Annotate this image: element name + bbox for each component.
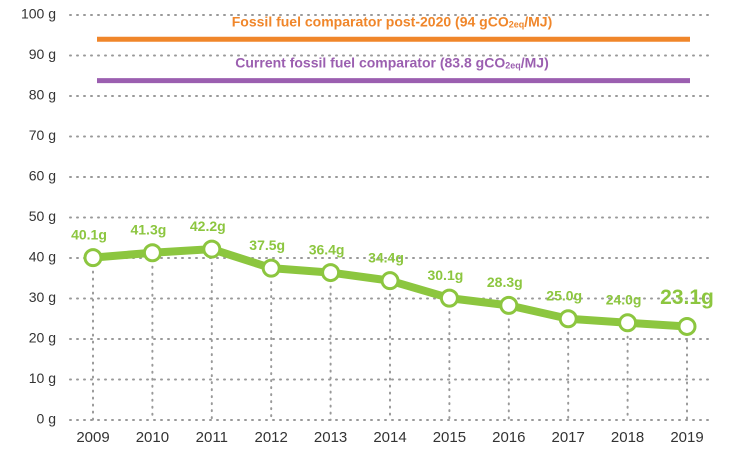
value-label: 34.4g (368, 249, 404, 265)
x-tick-label: 2017 (552, 429, 585, 446)
value-label: 28.3g (487, 274, 523, 290)
data-point (439, 288, 459, 308)
reference-text-after: /MJ) (524, 13, 552, 29)
value-label: 25.0g (546, 287, 582, 303)
reference-text: Current fossil fuel comparator (83.8 gCO (235, 54, 505, 70)
reference-text: Fossil fuel comparator post-2020 (94 gCO (232, 13, 509, 29)
reference-subscript: 2eq (509, 20, 525, 30)
reference-label: Current fossil fuel comparator (83.8 gCO… (235, 54, 548, 71)
value-label: 36.4g (309, 241, 345, 257)
y-tick-label: 100 g (21, 6, 56, 22)
value-label: 24.0g (606, 292, 642, 308)
data-point (83, 248, 103, 268)
x-tick-label: 2012 (255, 429, 288, 446)
value-label: 30.1g (427, 267, 463, 283)
y-tick-label: 10 g (29, 370, 56, 386)
x-tick-label: 2009 (76, 429, 109, 446)
data-point (321, 263, 341, 283)
y-tick-label: 60 g (29, 168, 56, 184)
y-tick-label: 0 g (37, 411, 56, 427)
value-label: 37.5g (249, 237, 285, 253)
x-tick-label: 2016 (492, 429, 525, 446)
x-tick-label: 2010 (136, 429, 169, 446)
x-tick-label: 2011 (196, 429, 228, 446)
y-tick-label: 40 g (29, 249, 56, 265)
data-point (142, 243, 162, 263)
data-point (380, 271, 400, 291)
reference-subscript: 2eq (505, 61, 521, 71)
x-tick-label: 2019 (670, 429, 703, 446)
data-point (202, 239, 222, 259)
reference-label: Fossil fuel comparator post-2020 (94 gCO… (232, 13, 552, 30)
value-label: 23.1g (660, 286, 714, 309)
x-tick-label: 2013 (314, 429, 347, 446)
y-tick-label: 90 g (29, 46, 56, 62)
reference-text-after: /MJ) (521, 54, 549, 70)
y-tick-label: 50 g (29, 208, 56, 224)
y-tick-label: 20 g (29, 330, 56, 346)
data-point (677, 316, 697, 336)
data-point (499, 295, 519, 315)
data-point (261, 258, 281, 278)
data-point (558, 309, 578, 329)
data-point (618, 313, 638, 333)
x-tick-label: 2015 (433, 429, 466, 446)
value-label: 41.3g (130, 221, 166, 237)
y-tick-label: 70 g (29, 127, 56, 143)
y-tick-label: 30 g (29, 289, 56, 305)
value-label: 40.1g (71, 226, 107, 242)
y-tick-label: 80 g (29, 87, 56, 103)
x-tick-label: 2014 (373, 429, 406, 446)
value-label: 42.2g (190, 218, 226, 234)
x-tick-label: 2018 (611, 429, 644, 446)
